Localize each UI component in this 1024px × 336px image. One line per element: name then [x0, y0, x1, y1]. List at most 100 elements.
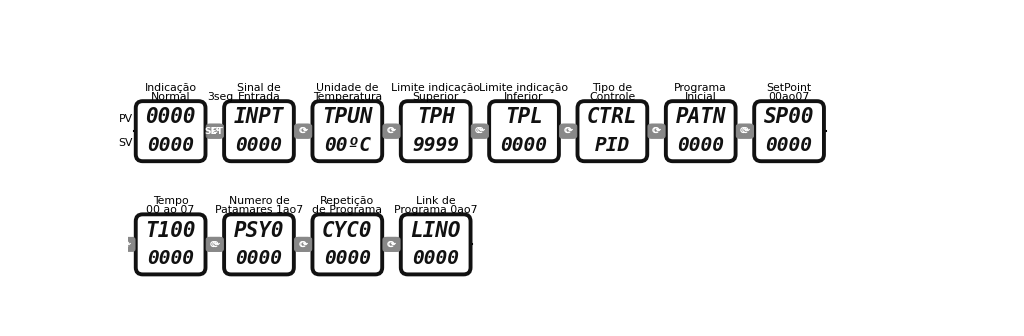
FancyBboxPatch shape [648, 124, 664, 138]
Text: Temperatura: Temperatura [312, 92, 382, 102]
Text: 0000: 0000 [766, 135, 813, 155]
Text: ⟳: ⟳ [653, 126, 662, 136]
FancyBboxPatch shape [296, 124, 311, 138]
Text: Programa 0ao7: Programa 0ao7 [394, 206, 477, 215]
FancyBboxPatch shape [400, 214, 471, 275]
FancyBboxPatch shape [649, 124, 665, 138]
FancyBboxPatch shape [738, 124, 754, 138]
Text: ⟳: ⟳ [741, 126, 750, 136]
Text: TPH: TPH [417, 107, 455, 127]
Text: PV: PV [119, 114, 133, 124]
FancyBboxPatch shape [206, 124, 222, 138]
FancyBboxPatch shape [206, 238, 222, 251]
FancyBboxPatch shape [578, 101, 647, 161]
FancyBboxPatch shape [489, 101, 559, 161]
Text: Programa: Programa [675, 83, 727, 93]
Text: Inicial: Inicial [685, 92, 717, 102]
FancyBboxPatch shape [296, 238, 311, 251]
FancyBboxPatch shape [755, 101, 824, 161]
Text: de Programa: de Programa [312, 206, 382, 215]
FancyBboxPatch shape [295, 124, 310, 138]
Text: SetPoint: SetPoint [767, 83, 812, 93]
FancyBboxPatch shape [312, 214, 382, 275]
Text: LINO: LINO [411, 220, 461, 241]
Text: ⟳: ⟳ [123, 239, 131, 249]
Text: Numero de: Numero de [228, 196, 290, 206]
FancyBboxPatch shape [385, 124, 400, 138]
Text: 0000: 0000 [147, 135, 195, 155]
Text: PSY0: PSY0 [233, 220, 285, 241]
Text: 0000: 0000 [677, 135, 724, 155]
FancyBboxPatch shape [736, 124, 752, 138]
Text: T100: T100 [145, 220, 196, 241]
Text: ⟳: ⟳ [387, 126, 395, 136]
Text: 0000: 0000 [324, 249, 371, 268]
Text: Sinal de: Sinal de [238, 83, 281, 93]
Text: Link de: Link de [416, 196, 456, 206]
Text: TPUN: TPUN [323, 107, 373, 127]
Text: Unidade de: Unidade de [316, 83, 379, 93]
FancyBboxPatch shape [561, 124, 577, 138]
Text: 00ºC: 00ºC [324, 135, 371, 155]
FancyBboxPatch shape [224, 101, 294, 161]
Text: 00ao07: 00ao07 [768, 92, 810, 102]
Text: ⟳: ⟳ [388, 239, 396, 249]
Text: Normal: Normal [151, 92, 190, 102]
Text: Inferior: Inferior [504, 92, 544, 102]
FancyBboxPatch shape [224, 214, 294, 275]
Text: SET: SET [205, 127, 223, 136]
Text: ⟳: ⟳ [300, 126, 308, 136]
Text: 0000: 0000 [413, 249, 459, 268]
Text: INPT: INPT [233, 107, 285, 127]
Text: Indicação: Indicação [144, 83, 197, 93]
FancyBboxPatch shape [400, 101, 471, 161]
FancyBboxPatch shape [136, 214, 206, 275]
Text: ⟳: ⟳ [212, 126, 219, 136]
Text: ⟳: ⟳ [298, 126, 306, 136]
FancyBboxPatch shape [208, 124, 223, 138]
Text: 0000: 0000 [147, 249, 195, 268]
Text: ⟳: ⟳ [300, 239, 308, 249]
FancyBboxPatch shape [473, 124, 488, 138]
FancyBboxPatch shape [208, 238, 223, 251]
Text: CTRL: CTRL [587, 107, 638, 127]
Text: ⟳: ⟳ [475, 126, 483, 136]
Text: ⟳: ⟳ [388, 126, 396, 136]
FancyBboxPatch shape [385, 238, 400, 251]
Text: Superior: Superior [413, 92, 459, 102]
Text: Limite indicação: Limite indicação [479, 83, 568, 93]
Text: 0000: 0000 [145, 107, 196, 127]
Text: ⟳: ⟳ [740, 126, 749, 136]
Text: Tempo: Tempo [153, 196, 188, 206]
Text: ⟳: ⟳ [210, 239, 218, 249]
FancyBboxPatch shape [136, 101, 206, 161]
FancyBboxPatch shape [471, 124, 486, 138]
Text: Controle: Controle [589, 92, 636, 102]
Text: PATN: PATN [676, 107, 726, 127]
FancyBboxPatch shape [120, 238, 135, 251]
Text: 0000: 0000 [236, 135, 283, 155]
Text: SP00: SP00 [764, 107, 814, 127]
Text: 0000: 0000 [236, 249, 283, 268]
FancyBboxPatch shape [560, 124, 575, 138]
FancyBboxPatch shape [383, 238, 398, 251]
Text: SV: SV [118, 138, 133, 149]
Text: 00 ao 07: 00 ao 07 [146, 206, 195, 215]
Text: 3seg: 3seg [207, 92, 233, 102]
FancyBboxPatch shape [383, 124, 398, 138]
Text: ⟳: ⟳ [476, 126, 484, 136]
Text: Limite indicação: Limite indicação [391, 83, 480, 93]
Text: CYC0: CYC0 [323, 220, 373, 241]
Text: ⟳: ⟳ [565, 126, 573, 136]
Text: Patamares 1ao7: Patamares 1ao7 [215, 206, 303, 215]
Text: ⟳: ⟳ [563, 126, 571, 136]
Text: PID: PID [595, 135, 630, 155]
Text: ⟳: ⟳ [651, 126, 659, 136]
Text: ⟳: ⟳ [298, 239, 306, 249]
Text: TPL: TPL [505, 107, 543, 127]
Text: ⟳: ⟳ [387, 239, 395, 249]
Text: 9999: 9999 [413, 135, 459, 155]
Text: Tipo de: Tipo de [592, 83, 633, 93]
Text: 0000: 0000 [501, 135, 548, 155]
FancyBboxPatch shape [666, 101, 735, 161]
